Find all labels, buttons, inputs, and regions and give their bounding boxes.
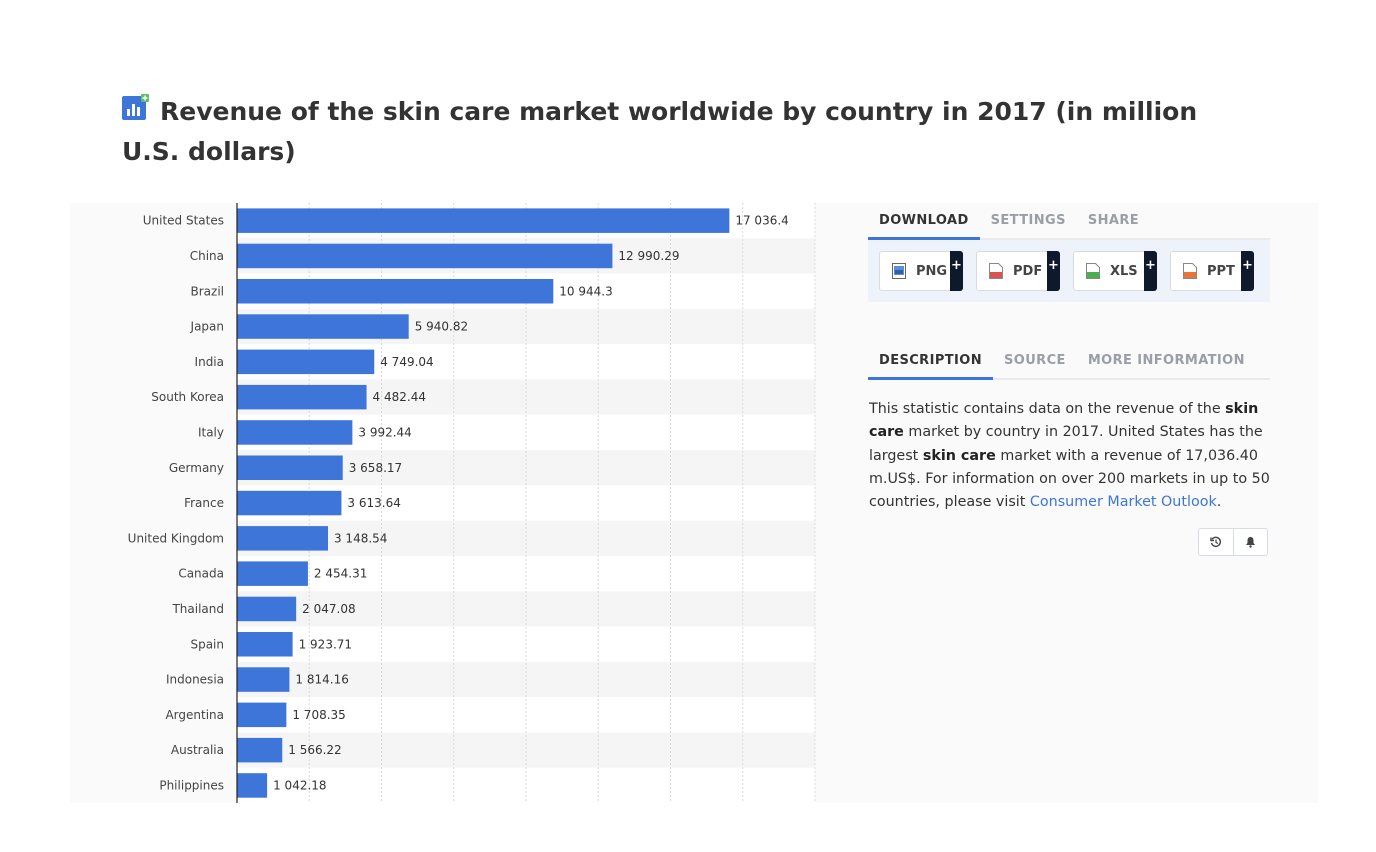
png-file-icon	[892, 263, 906, 279]
description-part: market with a revenue of 17,036.40 m.US$…	[869, 447, 1270, 511]
bar	[237, 490, 342, 516]
bar	[237, 667, 290, 692]
category-label: Thailand	[171, 602, 224, 616]
plus-icon: +	[950, 251, 963, 291]
value-label: 17 036.4	[735, 214, 788, 228]
category-label: United Kingdom	[128, 531, 224, 545]
description-part: market by country in 2017. United States…	[869, 424, 1263, 464]
bar	[237, 773, 268, 798]
tab-description[interactable]: DESCRIPTION	[868, 343, 993, 380]
notification-button[interactable]	[1232, 529, 1268, 555]
row-band	[237, 520, 815, 556]
description-part: This statistic contains data on the reve…	[869, 401, 1226, 417]
category-label: Italy	[198, 425, 224, 439]
bar	[237, 561, 308, 586]
value-label: 1 566.22	[288, 743, 341, 757]
tab-more-information[interactable]: MORE INFORMATION	[1087, 353, 1245, 368]
plus-icon: +	[1047, 251, 1060, 291]
category-label: Brazil	[191, 284, 225, 298]
value-label: 3 658.17	[349, 461, 402, 475]
tab-source[interactable]: SOURCE	[1004, 353, 1066, 368]
category-label: France	[184, 496, 224, 510]
category-label: Australia	[171, 743, 224, 757]
value-label: 2 454.31	[314, 567, 367, 581]
history-icon	[1210, 536, 1221, 547]
xls-file-icon	[1086, 263, 1100, 279]
tab-settings[interactable]: SETTINGS	[990, 213, 1066, 228]
category-label: South Korea	[151, 390, 224, 404]
value-label: 4 482.44	[373, 390, 426, 404]
bar	[237, 702, 287, 728]
bar	[237, 737, 283, 763]
description-text: This statistic contains data on the reve…	[868, 398, 1270, 514]
action-icon-group	[1198, 528, 1268, 556]
value-label: 3 613.64	[347, 496, 400, 510]
category-label: China	[190, 249, 224, 263]
category-label: Japan	[190, 320, 224, 334]
category-label: Canada	[178, 567, 224, 581]
side-panel: DOWNLOAD SETTINGS SHARE PNG + PDF +	[868, 203, 1270, 556]
category-label: Indonesia	[166, 673, 224, 687]
download-pdf-button[interactable]: PDF +	[976, 251, 1060, 291]
bar	[237, 384, 367, 410]
download-png-label: PNG	[916, 263, 948, 279]
value-label: 1 042.18	[273, 778, 326, 792]
plus-icon: +	[1144, 251, 1157, 291]
bar	[237, 208, 730, 233]
description-part: .	[1216, 494, 1222, 511]
download-xls-button[interactable]: XLS +	[1073, 251, 1157, 291]
bar	[237, 243, 613, 269]
chart-title-block: Revenue of the skin care market worldwid…	[122, 92, 1242, 172]
value-label: 1 923.71	[299, 637, 352, 651]
plus-icon: +	[1241, 251, 1254, 291]
bar	[237, 314, 409, 339]
info-tabs: DESCRIPTION SOURCE MORE INFORMATION	[868, 343, 1270, 380]
ppt-file-icon	[1183, 263, 1197, 279]
value-label: 3 148.54	[334, 531, 387, 545]
bar	[237, 596, 297, 622]
history-button[interactable]	[1199, 529, 1233, 555]
download-tabs: DOWNLOAD SETTINGS SHARE	[868, 203, 1270, 240]
bar	[237, 420, 353, 445]
download-bar: PNG + PDF + XLS + PPT +	[868, 240, 1270, 302]
download-ppt-button[interactable]: PPT +	[1170, 251, 1254, 291]
value-label: 5 940.82	[415, 320, 468, 334]
category-label: United States	[143, 214, 224, 228]
pdf-file-icon	[989, 263, 1003, 279]
tab-share[interactable]: SHARE	[1087, 213, 1140, 228]
chart-stat-icon	[122, 94, 149, 120]
download-ppt-label: PPT	[1207, 263, 1235, 279]
bar	[237, 526, 328, 551]
value-label: 4 749.04	[380, 355, 433, 369]
category-label: India	[195, 355, 224, 369]
category-label: Argentina	[165, 708, 224, 722]
bar	[237, 455, 343, 480]
value-label: 2 047.08	[302, 602, 355, 616]
bar	[237, 279, 554, 304]
value-label: 1 708.35	[292, 708, 345, 722]
download-png-button[interactable]: PNG +	[879, 251, 963, 291]
bar	[237, 632, 293, 657]
row-band	[237, 732, 815, 768]
download-xls-label: XLS	[1110, 263, 1138, 279]
download-pdf-label: PDF	[1013, 263, 1043, 279]
value-label: 10 944.3	[559, 284, 612, 298]
page-title: Revenue of the skin care market worldwid…	[122, 97, 1198, 166]
bar	[237, 349, 375, 375]
category-label: Spain	[190, 637, 224, 651]
row-band	[237, 767, 815, 803]
tab-download[interactable]: DOWNLOAD	[868, 203, 980, 240]
consumer-market-outlook-link[interactable]: Consumer Market Outlook	[1029, 494, 1217, 511]
value-label: 1 814.16	[295, 673, 348, 687]
value-label: 3 992.44	[358, 425, 411, 439]
description-bold: skin care	[922, 447, 996, 464]
value-label: 12 990.29	[618, 249, 679, 263]
bell-icon	[1245, 537, 1255, 548]
bar-chart: United States 17 036.4 China 12 990.29 Brazi…	[128, 203, 816, 803]
description-bold: skin care	[869, 401, 1259, 441]
category-label: Philippines	[159, 778, 224, 792]
category-label: Germany	[169, 461, 224, 475]
row-band	[237, 556, 815, 592]
